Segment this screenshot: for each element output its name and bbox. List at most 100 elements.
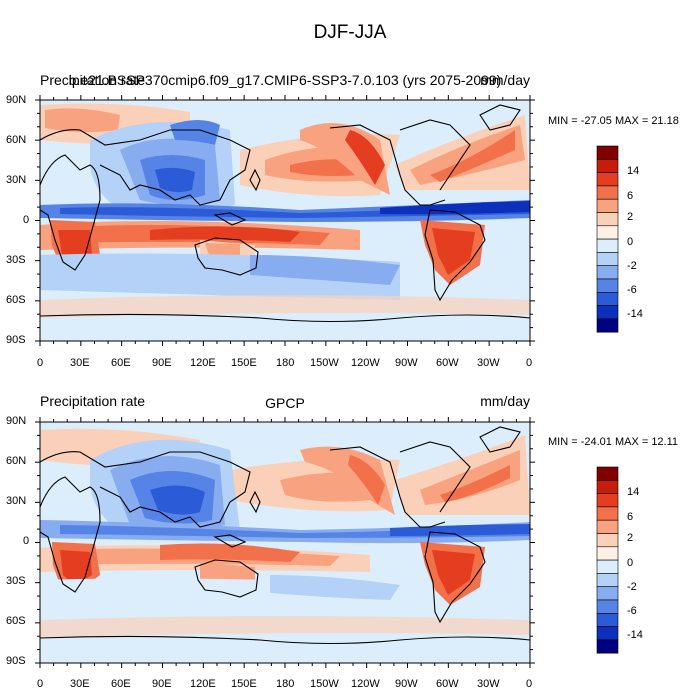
lon-tick-label: 90E — [152, 357, 172, 369]
lon-tick-label: 60W — [436, 357, 459, 369]
lat-tick-label: 30N — [6, 495, 27, 507]
map-panel-2 — [40, 422, 530, 663]
panel-1-units-label: mm/day — [480, 72, 530, 88]
lon-tick-label: 30E — [70, 357, 90, 369]
lon-tick-label: 90W — [395, 357, 418, 369]
colorbar-swatch — [596, 145, 619, 160]
colorbar-swatch — [596, 212, 619, 227]
lon-tick-label: 0 — [526, 678, 533, 690]
colorbar-swatch — [596, 612, 619, 627]
panel-2-variable-label: Precipitation rate — [40, 393, 146, 409]
lon-tick-label: 0 — [37, 357, 44, 369]
lat-tick-label: 60N — [6, 134, 27, 146]
colorbar-label: 14 — [627, 486, 640, 498]
lat-tick-label: 60S — [6, 294, 26, 306]
colorbar-swatch — [596, 172, 619, 187]
lat-tick-label: 30N — [6, 174, 27, 186]
colorbar-swatch — [596, 479, 619, 494]
colorbar-swatch — [596, 546, 619, 561]
lon-tick-label: 150E — [231, 357, 257, 369]
colorbar-swatch — [596, 466, 619, 481]
map-panel-1 — [40, 100, 530, 341]
figure-title: DJF-JJA — [313, 22, 387, 43]
lat-tick-label: 0 — [23, 535, 30, 547]
colorbar-label: 6 — [627, 511, 634, 523]
lat-tick-label: 30S — [6, 254, 26, 266]
lat-tick-label: 90N — [6, 415, 27, 427]
lon-tick-label: 60E — [111, 357, 131, 369]
colorbar-swatch — [596, 159, 619, 173]
panel-2-units-label: mm/day — [480, 393, 530, 409]
panel-2-case-label: GPCP — [265, 395, 305, 411]
colorbar-label: 0 — [627, 557, 634, 569]
lon-tick-label: 60W — [436, 678, 459, 690]
lon-tick-label: 0 — [526, 357, 533, 369]
colorbar-label: -14 — [627, 629, 643, 641]
colorbar-swatch — [596, 225, 619, 240]
colorbar-2 — [596, 466, 619, 654]
lon-tick-label: 120W — [351, 678, 380, 690]
lon-tick-label: 120W — [351, 357, 380, 369]
colorbar-swatch — [596, 198, 619, 213]
colorbar-swatch — [596, 305, 619, 320]
lon-tick-label: 30W — [477, 678, 500, 690]
colorbar-label: 2 — [627, 532, 634, 544]
lon-tick-label: 150W — [310, 357, 339, 369]
lon-tick-label: 180 — [276, 678, 295, 690]
colorbar-swatch — [596, 252, 619, 266]
lon-tick-label: 30E — [70, 678, 90, 690]
lat-tick-label: 90N — [6, 94, 27, 106]
lat-tick-label: 0 — [23, 214, 30, 226]
colorbar-label: 14 — [627, 165, 640, 177]
panel-1-case-label: b.e21.BSSP370cmip6.f09_g17.CMIP6-SSP3-7.… — [68, 72, 502, 88]
lon-tick-label: 60E — [111, 678, 131, 690]
colorbar-label: -2 — [627, 581, 637, 593]
lat-tick-label: 60N — [6, 455, 27, 467]
axis-ticks-2 — [35, 417, 535, 668]
lat-tick-label: 90S — [6, 334, 26, 346]
colorbar-swatch — [596, 291, 619, 306]
colorbar-label: -14 — [627, 308, 643, 320]
lon-tick-label: 30W — [477, 357, 500, 369]
lon-tick-label: 150W — [310, 678, 339, 690]
colorbar-label: 0 — [627, 236, 634, 248]
lat-tick-label: 60S — [6, 615, 26, 627]
colorbar-label: 6 — [627, 190, 634, 202]
colorbar-label: -6 — [627, 605, 637, 617]
colorbar-swatch — [596, 318, 619, 333]
coastlines — [40, 104, 530, 323]
lat-tick-label: 90S — [6, 655, 26, 667]
colorbar-label: 2 — [627, 211, 634, 223]
colorbar-swatch — [596, 639, 619, 654]
colorbar-swatch — [596, 559, 619, 574]
colorbar-swatch — [596, 533, 619, 548]
colorbar-swatch — [596, 519, 619, 534]
colorbar-label: -6 — [627, 284, 637, 296]
panel-1-minmax: MIN = -27.05 MAX = 21.18 — [548, 115, 679, 127]
coastlines — [40, 426, 530, 645]
lon-tick-label: 90W — [395, 678, 418, 690]
colorbar-swatch — [596, 573, 619, 588]
colorbar-label: -2 — [627, 260, 637, 272]
colorbar-swatch — [596, 493, 619, 508]
panel-1-variable-label: Precipitation rate — [40, 72, 146, 88]
lon-tick-label: 0 — [37, 678, 44, 690]
colorbar-swatch — [596, 238, 619, 253]
colorbar-swatch — [596, 278, 619, 293]
lon-tick-label: 90E — [152, 678, 172, 690]
colorbar-swatch — [596, 506, 619, 521]
lon-tick-label: 120E — [190, 357, 216, 369]
colorbar-swatch — [596, 185, 619, 200]
colorbar-swatch — [596, 599, 619, 614]
panel-2-minmax: MIN = -24.01 MAX = 12.11 — [548, 436, 679, 448]
colorbar-1 — [596, 145, 619, 333]
colorbar-swatch — [596, 265, 619, 280]
lon-tick-label: 180 — [276, 357, 295, 369]
colorbar-swatch — [596, 586, 619, 601]
colorbar-swatch — [596, 626, 619, 641]
lon-tick-label: 150E — [231, 678, 257, 690]
lon-tick-label: 120E — [190, 678, 216, 690]
axis-ticks-1 — [35, 95, 535, 346]
lat-tick-label: 30S — [6, 575, 26, 587]
